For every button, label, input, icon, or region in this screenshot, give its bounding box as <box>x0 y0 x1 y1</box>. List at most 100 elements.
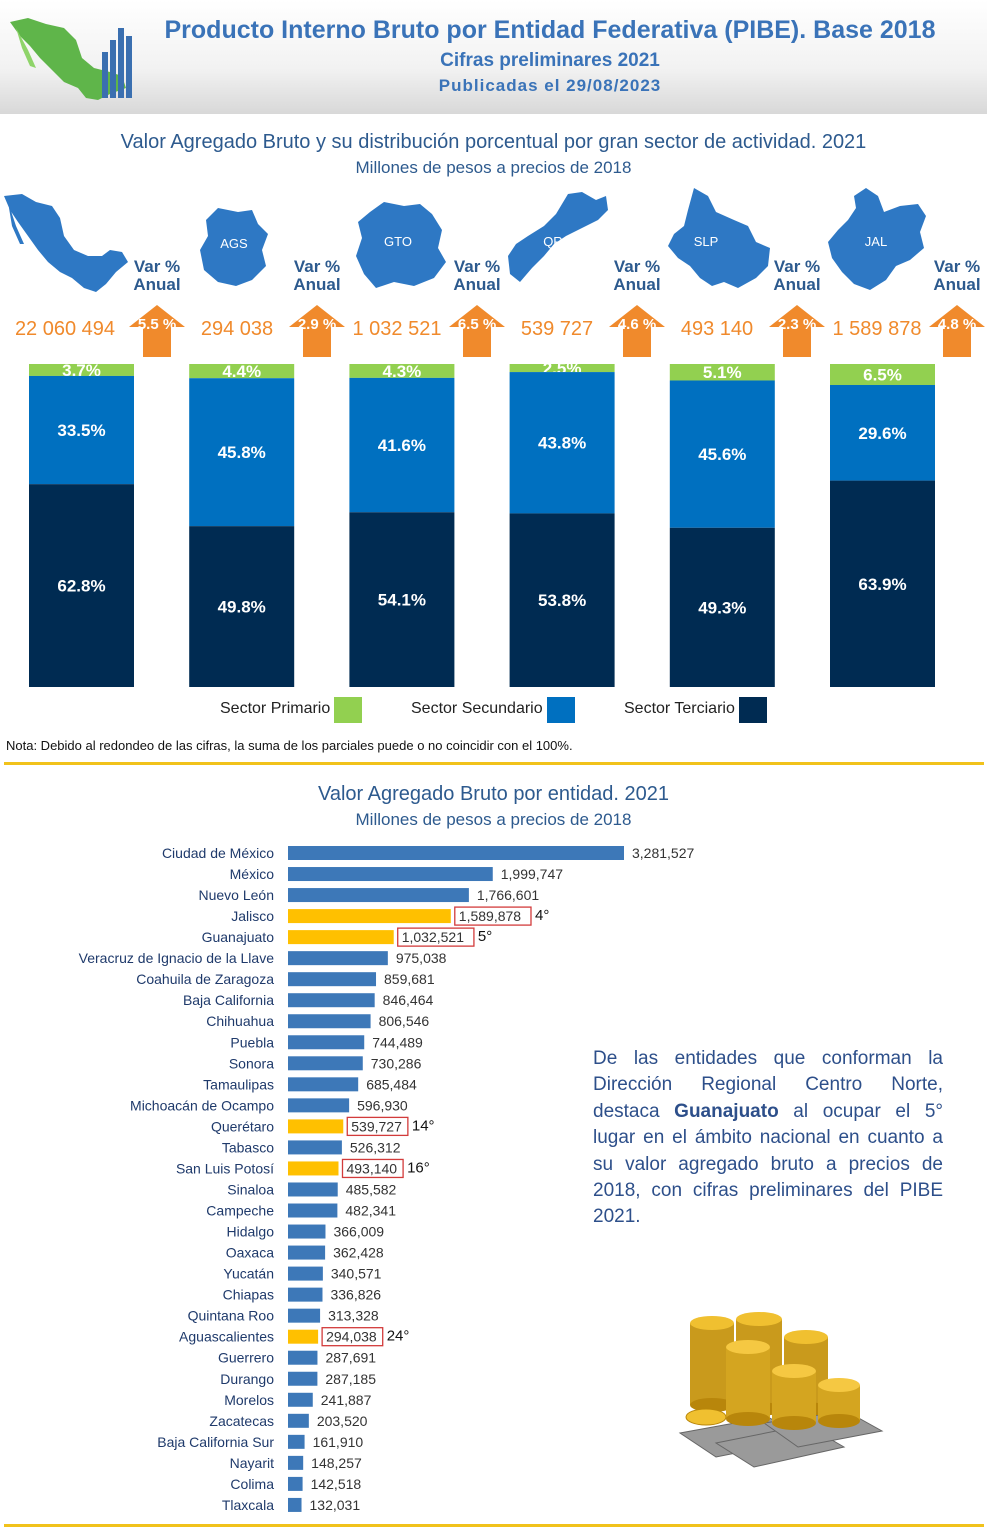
value-label: 294,038 <box>326 1329 377 1345</box>
highlight-box <box>321 1327 384 1347</box>
bar-value-label: 54.1% <box>378 591 426 610</box>
bar-value-label: 45.6% <box>698 445 746 464</box>
bar-segment-qro-terciario <box>509 513 615 687</box>
category-label: México <box>230 866 275 882</box>
value-label: 806,546 <box>379 1013 430 1029</box>
var-label-line2: Anual <box>453 275 501 294</box>
bar-value-label: 53.8% <box>538 591 586 610</box>
value-label: 203,520 <box>317 1413 368 1429</box>
category-label: Jalisco <box>231 908 274 924</box>
value-label: 313,328 <box>328 1308 379 1324</box>
value-label: 482,341 <box>345 1203 396 1219</box>
legend-secundario-swatch <box>547 697 575 723</box>
value-label: 148,257 <box>311 1455 362 1471</box>
legend-primario-swatch <box>334 697 362 723</box>
value-label: 3,281,527 <box>632 845 694 861</box>
category-label: Chiapas <box>223 1287 274 1303</box>
value-label: 859,681 <box>384 971 435 987</box>
bar-zacatecas <box>288 1413 309 1428</box>
up-arrow-icon <box>449 305 505 357</box>
bar-aguascalientes <box>288 1329 319 1344</box>
bar-baja-california-sur <box>288 1434 305 1449</box>
category-label: Campeche <box>206 1203 274 1219</box>
bar-chiapas <box>288 1287 323 1302</box>
stacked-bar-chart: 3.7% 33.5% 62.8% 4.4% 45.8% 49.8% 4.3% 41.6% 54.… <box>29 359 935 687</box>
category-label: Zacatecas <box>209 1413 274 1429</box>
bar-guerrero <box>288 1350 318 1365</box>
bar-michoac-n-de-ocampo <box>288 1098 350 1113</box>
bar-value-label: 4.4% <box>222 362 261 381</box>
total-value: 1 589 878 <box>832 318 922 340</box>
legend-secundario-label: Sector Secundario <box>411 700 543 717</box>
legend-terciario-swatch <box>739 697 767 723</box>
slp-map-icon: SLP <box>668 188 770 288</box>
divider <box>4 762 984 765</box>
highlight-box <box>454 906 532 926</box>
value-label: 539,727 <box>351 1118 402 1134</box>
var-label-line2: Anual <box>773 275 821 294</box>
value-label: 366,009 <box>333 1224 384 1240</box>
up-arrow-icon <box>769 305 825 357</box>
rank-label: 4° <box>535 907 549 924</box>
var-label-line1: Var % <box>453 257 501 276</box>
category-label: Puebla <box>230 1034 274 1050</box>
summary-highlight: Guanajuato <box>674 1100 779 1122</box>
value-label: 493,140 <box>346 1160 397 1176</box>
bar-ciudad-de-m-xico <box>288 846 624 860</box>
category-label: Baja California Sur <box>157 1434 274 1450</box>
bar-value-label: 49.8% <box>218 598 266 617</box>
rank-label: 5° <box>478 928 492 945</box>
category-label: Veracruz de Ignacio de la Llave <box>79 950 275 966</box>
mexico-map-logo-icon <box>10 18 132 100</box>
rank-label: 16° <box>407 1159 430 1176</box>
slp-map-label: SLP <box>694 234 719 249</box>
bar-value-label: 5.1% <box>703 363 742 382</box>
category-label: Coahuila de Zaragoza <box>136 971 274 987</box>
value-label: 287,185 <box>325 1371 376 1387</box>
jal-map-label: JAL <box>865 234 887 249</box>
bar-veracruz-de-ignacio-de-la-llave <box>288 951 388 966</box>
value-label: 287,691 <box>325 1350 376 1366</box>
bar-nuevo-le-n <box>288 888 469 903</box>
var-anual-value: 2.3 % <box>777 316 817 333</box>
bar-morelos <box>288 1392 313 1407</box>
section1-subtitle: Millones de pesos a precios de 2018 <box>355 158 632 177</box>
value-label: 336,826 <box>330 1287 381 1303</box>
up-arrow-icon <box>929 305 985 357</box>
qro-map-icon: QRO <box>508 192 608 282</box>
value-label: 362,428 <box>333 1245 384 1261</box>
jal-map-icon: JAL <box>828 188 926 290</box>
var-label: Var % Anual <box>767 258 827 294</box>
summary-text-start: De las entidades que conforman la Direcc… <box>593 1048 943 1122</box>
section1-title: Valor Agregado Bruto y su distribución p… <box>120 131 867 153</box>
total-value: 493 140 <box>680 318 754 340</box>
bar-colima <box>288 1476 303 1491</box>
var-anual-value: 6.5 % <box>457 316 497 333</box>
bar-segment-gto-terciario <box>349 512 455 687</box>
bar-value-label: 41.6% <box>378 436 426 455</box>
highlight-box <box>346 1116 409 1137</box>
category-label: Morelos <box>224 1392 274 1408</box>
bar-puebla <box>288 1035 365 1050</box>
highlight-box <box>397 927 475 947</box>
coins-money-icon <box>678 1312 884 1468</box>
bar-value-label: 63.9% <box>858 575 906 594</box>
var-label-line2: Anual <box>133 275 181 294</box>
bar-campeche <box>288 1203 338 1218</box>
bar-value-label: 43.8% <box>538 434 586 453</box>
category-label: Guanajuato <box>202 929 275 945</box>
bar-value-label: 29.6% <box>858 424 906 443</box>
category-label: Yucatán <box>223 1266 274 1282</box>
gto-map-icon: GTO <box>356 202 446 288</box>
bar-m-xico <box>288 867 493 882</box>
bar-jalisco <box>288 909 451 924</box>
bar-value-label: 6.5% <box>863 365 902 384</box>
bottom-divider <box>4 1524 984 1527</box>
value-label: 744,489 <box>372 1034 423 1050</box>
bar-san-luis-potos- <box>288 1161 339 1176</box>
bar-guanajuato <box>288 930 394 945</box>
page-title: Producto Interno Bruto por Entidad Feder… <box>164 16 936 44</box>
value-label: 241,887 <box>321 1392 372 1408</box>
bar-segment-jal-primario <box>830 364 935 385</box>
publication-date: Publicadas el 29/08/2023 <box>438 76 662 95</box>
